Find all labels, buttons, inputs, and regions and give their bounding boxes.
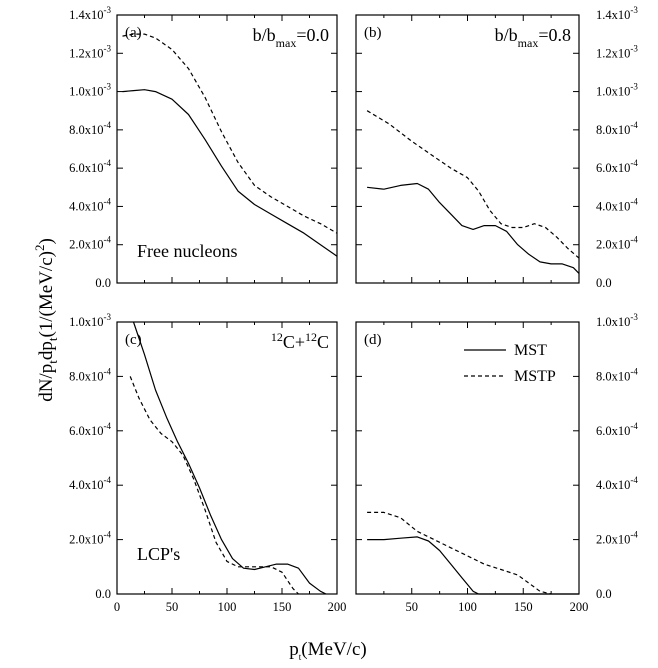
y-tick-label: 4.0x10-4 [596,475,638,492]
panel-c: 0.0 2.0x10-4 4.0x10-4 6.0x10-4 8.0x10-4 1.0x1… [69,312,346,614]
y-tick-label: 0.0 [596,587,612,601]
mstp-series-line [366,110,580,259]
y-tick-label: 6.0x10-4 [69,158,111,175]
y-tick-label: 1.4x10-3 [69,5,111,22]
plot-frame [355,321,580,595]
corner-annotation: b/bmax=0.0 [253,25,329,50]
panel-b: 0.0 2.0x10-4 4.0x10-4 6.0x10-4 8.0x10-4 1.0x1… [355,5,638,290]
y-tick-label: 2.0x10-4 [69,235,111,252]
y-tick-label: 2.0x10-4 [596,235,638,252]
mstp-series-line [367,511,552,595]
y-tick-label: 2.0x10-4 [69,530,111,547]
x-tick-label: 0 [114,600,120,614]
panel-label: (d) [364,332,382,348]
y-tick-label: 6.0x10-4 [596,158,638,175]
y-tick-label: 0.0 [95,276,111,290]
panel-annotation: Free nucleons [137,241,237,261]
y-tick-label: 1.2x10-3 [596,43,638,60]
mst-series-line [132,321,327,595]
y-tick-label: 1.2x10-3 [69,43,111,60]
x-tick-label: 50 [166,600,179,614]
y-tick-label: 1.0x10-3 [69,312,111,329]
panel-a: 0.0 2.0x10-4 4.0x10-4 6.0x10-4 8.0x10-4 1.0x1… [69,5,338,290]
y-tick-label: 1.0x10-3 [596,312,638,329]
x-tick-label: 150 [514,600,533,614]
x-tick-label: 200 [570,600,589,614]
mstp-series-line [129,376,299,595]
panel-d: 0.0 2.0x10-4 4.0x10-4 6.0x10-4 8.0x10-4 1.0x1… [355,312,638,614]
y-tick-label: 6.0x10-4 [69,421,111,438]
panel-label: (c) [125,332,142,348]
mst-series-line [367,182,580,274]
y-tick-label: 0.0 [596,276,612,290]
mst-series-line [122,89,338,257]
panel-label: (a) [125,25,142,41]
y-tick-label: 1.0x10-3 [596,82,638,99]
x-tick-label: 150 [273,600,292,614]
legend-label-mst: MST [514,342,547,359]
legend-label-mstp: MSTP [514,368,556,385]
y-tick-label: 4.0x10-4 [596,196,638,213]
y-tick-label: 8.0x10-4 [69,120,111,137]
x-axis-title: pt(MeV/c) [289,639,366,662]
corner-annotation: b/bmax=0.8 [495,25,571,50]
mstp-series-line [122,33,338,234]
y-tick-label: 1.4x10-3 [596,5,638,22]
y-tick-label: 4.0x10-4 [69,196,111,213]
panel-annotation: LCP's [137,544,180,564]
x-tick-label: 100 [458,600,477,614]
y-axis-title: dN/ptdpt(1/(MeV/c)2) [32,238,60,402]
y-tick-label: 4.0x10-4 [69,475,111,492]
y-tick-label: 8.0x10-4 [596,366,638,383]
y-tick-label: 6.0x10-4 [596,421,638,438]
y-tick-label: 2.0x10-4 [596,530,638,547]
y-tick-label: 0.0 [95,587,111,601]
plot-frame [355,14,580,284]
y-tick-label: 1.0x10-3 [69,82,111,99]
y-tick-label: 8.0x10-4 [596,120,638,137]
x-tick-label: 50 [406,600,419,614]
corner-annotation: 12C+12C [271,330,329,352]
x-tick-label: 100 [218,600,237,614]
x-tick-label: 200 [328,600,347,614]
y-tick-label: 8.0x10-4 [69,366,111,383]
mst-series-line [367,536,579,595]
panel-label: (b) [364,25,382,41]
